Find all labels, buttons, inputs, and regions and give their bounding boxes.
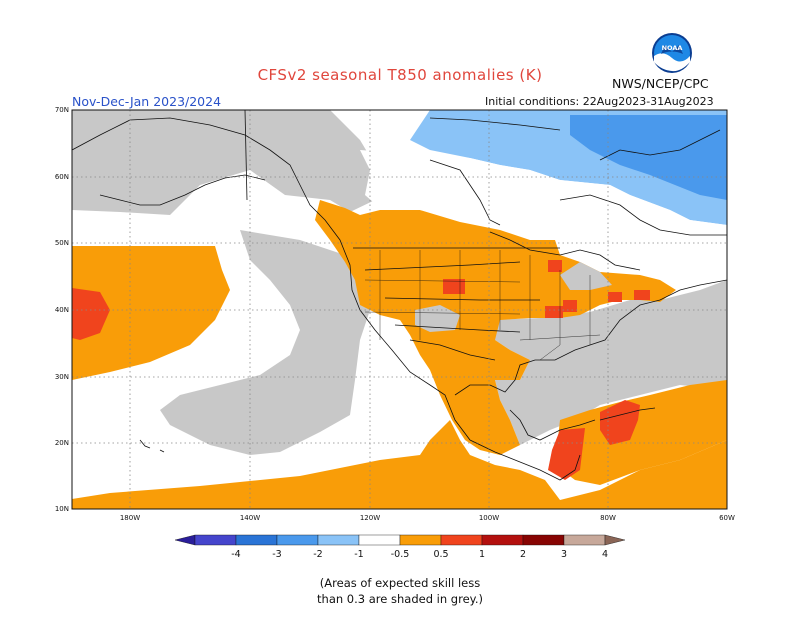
lon-label: 140W bbox=[240, 514, 260, 522]
longitude-labels: 180W 140W 120W 100W 80W 60W bbox=[120, 514, 735, 522]
grey-region-alaska bbox=[72, 110, 375, 215]
initial-conditions: Initial conditions: 22Aug2023-31Aug2023 bbox=[485, 95, 714, 108]
orange-region-caribbean bbox=[555, 380, 727, 485]
grey-region-great-basin bbox=[415, 305, 460, 332]
colorbar-segment bbox=[174, 534, 196, 546]
colorbar-label: 0.5 bbox=[433, 549, 448, 560]
lat-label: 70N bbox=[55, 106, 69, 114]
colorbar-segment bbox=[276, 534, 319, 546]
agency-label: NWS/NCEP/CPC bbox=[612, 76, 709, 91]
noaa-logo: NOAA bbox=[652, 33, 692, 73]
colorbar-label: -3 bbox=[272, 549, 281, 560]
colorbar-segment bbox=[604, 534, 626, 546]
orange-region-south bbox=[72, 420, 727, 509]
lat-label: 30N bbox=[55, 373, 69, 381]
skill-note-line2: than 0.3 are shaded in grey.) bbox=[317, 592, 483, 606]
colorbar-segment bbox=[358, 534, 401, 546]
colorbar-label: 3 bbox=[561, 549, 567, 560]
red-spot-ohio bbox=[563, 300, 577, 312]
colorbar-label: -0.5 bbox=[391, 549, 410, 560]
white-region-central-canada bbox=[360, 150, 727, 250]
lon-label: 180W bbox=[120, 514, 140, 522]
skill-note: (Areas of expected skill less than 0.3 a… bbox=[0, 575, 800, 607]
red-spot-midwest bbox=[545, 306, 563, 318]
lon-label: 60W bbox=[719, 514, 735, 522]
orange-region-north-america bbox=[315, 200, 676, 455]
grey-region-great-lakes bbox=[560, 262, 612, 290]
red-spot-plains bbox=[443, 279, 465, 294]
colorbar-segment bbox=[481, 534, 524, 546]
colorbar-segment bbox=[563, 534, 606, 546]
colorbar-label: 2 bbox=[520, 549, 526, 560]
colorbar-segment bbox=[399, 534, 442, 546]
map-frame bbox=[71, 109, 728, 510]
red-spot-lakes bbox=[548, 260, 562, 272]
colorbar: -4 -3 -2 -1 -0.5 0.5 1 2 3 4 bbox=[174, 534, 626, 560]
orange-region-pacific bbox=[72, 246, 230, 380]
colorbar-segment bbox=[522, 534, 565, 546]
lon-label: 100W bbox=[479, 514, 499, 522]
lat-label: 10N bbox=[55, 505, 69, 513]
state-borders bbox=[364, 250, 601, 361]
colorbar-segment bbox=[194, 534, 237, 546]
lat-label: 50N bbox=[55, 239, 69, 247]
grey-region-pacific bbox=[160, 230, 370, 455]
map-field bbox=[72, 110, 727, 509]
mid-blue-region-canada bbox=[570, 115, 727, 200]
grey-region-southeast bbox=[490, 280, 727, 445]
colorbar-label: 1 bbox=[479, 549, 485, 560]
lon-label: 120W bbox=[360, 514, 380, 522]
red-region-pacific bbox=[72, 288, 110, 340]
colorbar-label: -4 bbox=[231, 549, 240, 560]
lat-label: 20N bbox=[55, 439, 69, 447]
colorbar-segment bbox=[235, 534, 278, 546]
forecast-period: Nov-Dec-Jan 2023/2024 bbox=[72, 94, 222, 109]
colorbar-label: -1 bbox=[354, 549, 363, 560]
lon-label: 80W bbox=[600, 514, 616, 522]
lat-label: 40N bbox=[55, 306, 69, 314]
colorbar-segment bbox=[317, 534, 360, 546]
red-spot-ne1 bbox=[608, 292, 622, 302]
colorbar-segment bbox=[440, 534, 483, 546]
colorbar-label: 4 bbox=[602, 549, 608, 560]
red-spot-caribbean bbox=[600, 400, 640, 445]
lat-label: 60N bbox=[55, 173, 69, 181]
map-title: CFSv2 seasonal T850 anomalies (K) bbox=[257, 66, 543, 84]
coastlines bbox=[72, 110, 727, 481]
gridlines bbox=[72, 110, 727, 509]
colorbar-label: -2 bbox=[313, 549, 322, 560]
logo-text: NOAA bbox=[662, 44, 683, 52]
skill-note-line1: (Areas of expected skill less bbox=[319, 576, 481, 590]
red-spot-ne2 bbox=[634, 290, 650, 300]
latitude-labels: 70N 60N 50N 40N 30N 20N 10N bbox=[55, 106, 69, 513]
